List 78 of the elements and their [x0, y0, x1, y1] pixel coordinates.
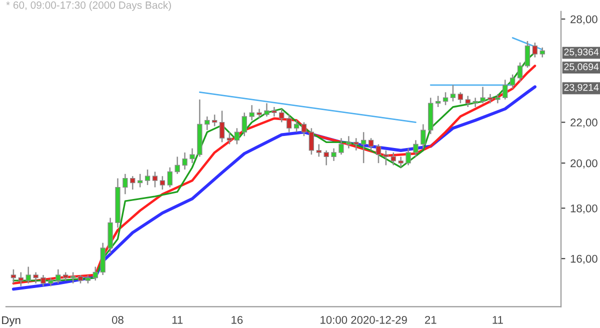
y-tick-label: 18,00: [570, 204, 598, 214]
candlestick: [40, 274, 46, 287]
candlestick: [18, 272, 24, 287]
candlestick: [390, 152, 396, 166]
candlestick: [540, 46, 545, 58]
y-tick-label: 22,00: [570, 118, 598, 128]
candlestick: [70, 272, 76, 284]
candlestick: [212, 114, 218, 127]
candlestick: [242, 112, 247, 137]
candlestick: [272, 106, 277, 118]
candlestick: [152, 171, 158, 188]
candlestick: [488, 93, 493, 104]
candlestick: [264, 102, 270, 118]
candlestick: [398, 156, 404, 168]
y-tick-label: 20,00: [570, 159, 598, 169]
candlestick: [368, 138, 374, 152]
candlestick: [420, 124, 426, 149]
candlestick: [256, 108, 262, 120]
candlestick: [249, 104, 254, 121]
x-tick-label: 08: [112, 316, 124, 324]
candlestick: [294, 120, 300, 133]
text: Dyn: [2, 316, 20, 326]
candlestick: [26, 266, 31, 284]
x-tick-label: 11: [492, 316, 503, 324]
candlestick: [338, 138, 344, 156]
candlestick: [219, 110, 225, 143]
y-tick-label: 16,00: [570, 254, 598, 264]
y-tick-label: 28,00: [570, 15, 598, 25]
candlestick: [226, 132, 232, 145]
candlestick: [204, 116, 210, 131]
candlestick: [442, 92, 448, 106]
candlestick: [458, 92, 464, 104]
candlestick: [130, 175, 136, 190]
candlestick: [301, 122, 307, 137]
candlestick: [435, 95, 441, 108]
candlestick: [376, 144, 382, 164]
candlestick: [406, 148, 411, 166]
candlestick: [524, 40, 530, 68]
candlestick: [480, 86, 486, 104]
candlestick: [56, 268, 61, 284]
candlestick: [346, 136, 352, 149]
x-tick-label: 10:00 2020-12-29: [320, 316, 407, 324]
candlestick: [413, 140, 418, 158]
x-tick-label: 16: [232, 316, 243, 324]
candlestick: [308, 128, 314, 156]
text: 23,9214: [564, 84, 599, 92]
candlestick: [92, 266, 98, 282]
candlestick: [160, 175, 166, 190]
candlestick: [495, 93, 500, 104]
candlestick: [465, 95, 470, 108]
candlestick: [33, 272, 38, 284]
candlestick: [450, 84, 456, 102]
text: 25,9364: [564, 48, 599, 57]
candlestick: [316, 144, 322, 158]
candlestick: [144, 168, 150, 186]
candlestick: [234, 128, 240, 145]
candlestick: [331, 148, 336, 162]
candlestick: [361, 132, 366, 164]
candlestick: [354, 138, 359, 152]
candlestick: [532, 42, 538, 58]
candlestick: [502, 79, 508, 100]
candlestick: [286, 114, 292, 133]
candlestick: [279, 108, 284, 123]
candlestick: [167, 166, 172, 188]
candlestick: [517, 62, 523, 82]
candlestick: [122, 173, 128, 195]
candlestick: [182, 152, 188, 170]
candlestick: [324, 150, 329, 166]
candlestick: [10, 268, 16, 284]
text: 25,0694: [564, 63, 599, 72]
x-tick-label: 11: [172, 316, 183, 324]
candlestick: [472, 97, 478, 108]
chart-title: * 60, 09:00-17:30 (2000 Days Back): [6, 1, 171, 11]
candlestick: [174, 156, 180, 175]
candlestick: [190, 148, 195, 164]
candlestick: [138, 173, 143, 188]
x-tick-label: 21: [425, 316, 436, 324]
candlestick: [510, 74, 516, 90]
